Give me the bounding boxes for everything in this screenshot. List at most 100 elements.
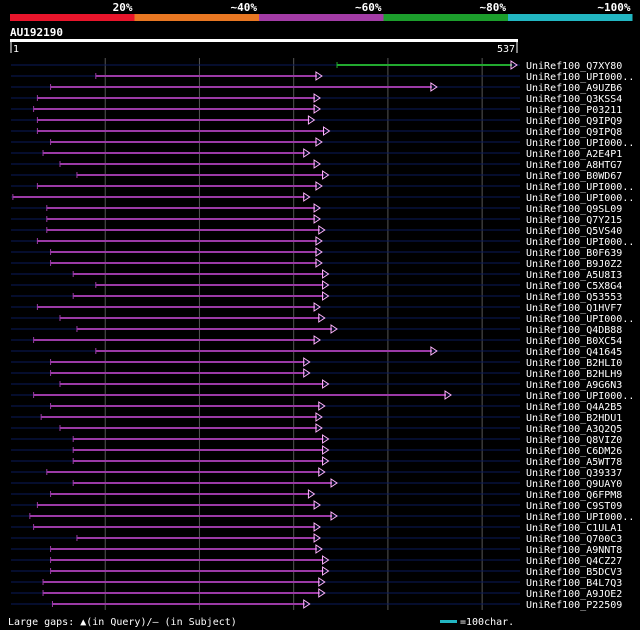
hit-row[interactable]: UniRef100_A3Q2Q5 xyxy=(11,423,622,435)
hit-row[interactable]: UniRef100_C9ST09 xyxy=(11,500,622,512)
hit-row[interactable]: UniRef100_B2HLI0 xyxy=(11,357,622,369)
hit-label[interactable]: UniRef100_B2HDU1 xyxy=(526,413,622,424)
hit-row[interactable]: UniRef100_Q4CZ27 xyxy=(11,555,622,567)
hit-row[interactable]: UniRef100_C6DM26 xyxy=(11,445,622,457)
hit-label[interactable]: UniRef100_UPI000.. xyxy=(526,512,634,523)
hit-label[interactable]: UniRef100_Q5VS40 xyxy=(526,226,622,237)
hit-row[interactable]: UniRef100_B0XC54 xyxy=(11,335,622,347)
hit-label[interactable]: UniRef100_Q3KSS4 xyxy=(526,94,622,105)
hit-row[interactable]: UniRef100_Q5VS40 xyxy=(11,225,622,237)
hit-label[interactable]: UniRef100_UPI000.. xyxy=(526,182,634,193)
hit-row[interactable]: UniRef100_B0F639 xyxy=(11,247,622,259)
hit-row[interactable]: UniRef100_Q1HVF7 xyxy=(11,302,622,314)
hit-label[interactable]: UniRef100_UPI000.. xyxy=(526,391,634,402)
hit-label[interactable]: UniRef100_Q7Y215 xyxy=(526,215,622,226)
hit-label[interactable]: UniRef100_A9G6N3 xyxy=(526,380,622,391)
hit-row[interactable]: UniRef100_A5WT78 xyxy=(11,456,622,468)
hit-label[interactable]: UniRef100_UPI000.. xyxy=(526,314,634,325)
hit-label[interactable]: UniRef100_UPI000.. xyxy=(526,72,634,83)
hit-label[interactable]: UniRef100_B2HLH9 xyxy=(526,369,622,380)
hit-row[interactable]: UniRef100_Q700C3 xyxy=(11,533,622,545)
hit-label[interactable]: UniRef100_Q6FPM8 xyxy=(526,490,622,501)
hit-label[interactable]: UniRef100_Q53553 xyxy=(526,292,622,303)
hit-label[interactable]: UniRef100_B0F639 xyxy=(526,248,622,259)
hit-row[interactable]: UniRef100_B5DCV3 xyxy=(11,566,622,578)
hit-label[interactable]: UniRef100_A5WT78 xyxy=(526,457,622,468)
hit-label[interactable]: UniRef100_B0XC54 xyxy=(526,336,622,347)
hit-row[interactable]: UniRef100_B9J0Z2 xyxy=(11,258,622,270)
hit-row[interactable]: UniRef100_UPI000.. xyxy=(11,71,634,83)
hit-row[interactable]: UniRef100_P03211 xyxy=(11,104,622,116)
hit-row[interactable]: UniRef100_Q9UAY0 xyxy=(11,478,622,490)
hit-label[interactable]: UniRef100_A9NNT8 xyxy=(526,545,622,556)
hit-row[interactable]: UniRef100_B4L7Q3 xyxy=(11,577,622,589)
hit-label[interactable]: UniRef100_A2E4P1 xyxy=(526,149,622,160)
hit-row[interactable]: UniRef100_C5X8G4 xyxy=(11,280,622,292)
hit-row[interactable]: UniRef100_A9NNT8 xyxy=(11,544,622,556)
hit-row[interactable]: UniRef100_UPI000.. xyxy=(11,192,634,204)
hit-label[interactable]: UniRef100_Q4CZ27 xyxy=(526,556,622,567)
hit-row[interactable]: UniRef100_UPI000.. xyxy=(11,390,634,402)
hit-label[interactable]: UniRef100_Q8VIZ0 xyxy=(526,435,622,446)
hit-label[interactable]: UniRef100_Q9IPQ8 xyxy=(526,127,622,138)
hit-row[interactable]: UniRef100_A5U8I3 xyxy=(11,269,622,281)
hit-row[interactable]: UniRef100_B0WD67 xyxy=(11,170,622,182)
hit-label[interactable]: UniRef100_Q41645 xyxy=(526,347,622,358)
hit-row[interactable]: UniRef100_C1ULA1 xyxy=(11,522,622,534)
hit-label[interactable]: UniRef100_A9UZB6 xyxy=(526,83,622,94)
hit-row[interactable]: UniRef100_B2HLH9 xyxy=(11,368,622,380)
hit-row[interactable]: UniRef100_UPI000.. xyxy=(11,181,634,193)
hit-label[interactable]: UniRef100_A3Q2Q5 xyxy=(526,424,622,435)
hit-label[interactable]: UniRef100_Q9IPQ9 xyxy=(526,116,622,127)
hit-label[interactable]: UniRef100_Q9UAY0 xyxy=(526,479,622,490)
hit-label[interactable]: UniRef100_UPI000.. xyxy=(526,237,634,248)
hit-label[interactable]: UniRef100_UPI000.. xyxy=(526,138,634,149)
hit-label[interactable]: UniRef100_C1ULA1 xyxy=(526,523,622,534)
hit-row[interactable]: UniRef100_Q7Y215 xyxy=(11,214,622,226)
hit-label[interactable]: UniRef100_B4L7Q3 xyxy=(526,578,622,589)
hit-row[interactable]: UniRef100_Q6FPM8 xyxy=(11,489,622,501)
hit-row[interactable]: UniRef100_A9UZB6 xyxy=(11,82,622,94)
hit-row[interactable]: UniRef100_A8HTG7 xyxy=(11,159,622,171)
hit-row[interactable]: UniRef100_P22509 xyxy=(11,599,622,611)
hit-row[interactable]: UniRef100_UPI000.. xyxy=(11,137,634,149)
hit-label[interactable]: UniRef100_B9J0Z2 xyxy=(526,259,622,270)
hit-label[interactable]: UniRef100_Q39337 xyxy=(526,468,622,479)
hit-row[interactable]: UniRef100_A2E4P1 xyxy=(11,148,622,160)
hit-label[interactable]: UniRef100_Q700C3 xyxy=(526,534,622,545)
hit-row[interactable]: UniRef100_Q3KSS4 xyxy=(11,93,622,105)
hit-row[interactable]: UniRef100_Q9IPQ8 xyxy=(11,126,622,138)
hit-row[interactable]: UniRef100_Q53553 xyxy=(11,291,622,303)
hit-row[interactable]: UniRef100_UPI000.. xyxy=(11,511,634,523)
hit-label[interactable]: UniRef100_C6DM26 xyxy=(526,446,622,457)
hit-label[interactable]: UniRef100_Q1HVF7 xyxy=(526,303,622,314)
hit-label[interactable]: UniRef100_Q7XY80 xyxy=(526,61,622,72)
hit-row[interactable]: UniRef100_Q39337 xyxy=(11,467,622,479)
hit-row[interactable]: UniRef100_Q4DB88 xyxy=(11,324,622,336)
hit-row[interactable]: UniRef100_B2HDU1 xyxy=(11,412,622,424)
hit-label[interactable]: UniRef100_A5U8I3 xyxy=(526,270,622,281)
hit-label[interactable]: UniRef100_B2HLI0 xyxy=(526,358,622,369)
hit-row[interactable]: UniRef100_A9JOE2 xyxy=(11,588,622,600)
hit-row[interactable]: UniRef100_UPI000.. xyxy=(11,313,634,325)
hit-label[interactable]: UniRef100_P03211 xyxy=(526,105,622,116)
hit-row[interactable]: UniRef100_Q41645 xyxy=(11,346,622,358)
hit-label[interactable]: UniRef100_C5X8G4 xyxy=(526,281,622,292)
hit-row[interactable]: UniRef100_UPI000.. xyxy=(11,236,634,248)
hit-label[interactable]: UniRef100_C9ST09 xyxy=(526,501,622,512)
hit-row[interactable]: UniRef100_Q4A2B5 xyxy=(11,401,622,413)
hit-row[interactable]: UniRef100_Q8VIZ0 xyxy=(11,434,622,446)
hit-label[interactable]: UniRef100_Q4DB88 xyxy=(526,325,622,336)
hit-label[interactable]: UniRef100_UPI000.. xyxy=(526,193,634,204)
hit-row[interactable]: UniRef100_A9G6N3 xyxy=(11,379,622,391)
hit-row[interactable]: UniRef100_Q9IPQ9 xyxy=(11,115,622,127)
hit-row[interactable]: UniRef100_Q9SL09 xyxy=(11,203,622,215)
hit-row[interactable]: UniRef100_Q7XY80 xyxy=(11,60,622,72)
hit-label[interactable]: UniRef100_B0WD67 xyxy=(526,171,622,182)
hit-label[interactable]: UniRef100_Q4A2B5 xyxy=(526,402,622,413)
hit-label[interactable]: UniRef100_B5DCV3 xyxy=(526,567,622,578)
hit-label[interactable]: UniRef100_A9JOE2 xyxy=(526,589,622,600)
hit-label[interactable]: UniRef100_P22509 xyxy=(526,600,622,611)
hit-label[interactable]: UniRef100_A8HTG7 xyxy=(526,160,622,171)
hit-label[interactable]: UniRef100_Q9SL09 xyxy=(526,204,622,215)
